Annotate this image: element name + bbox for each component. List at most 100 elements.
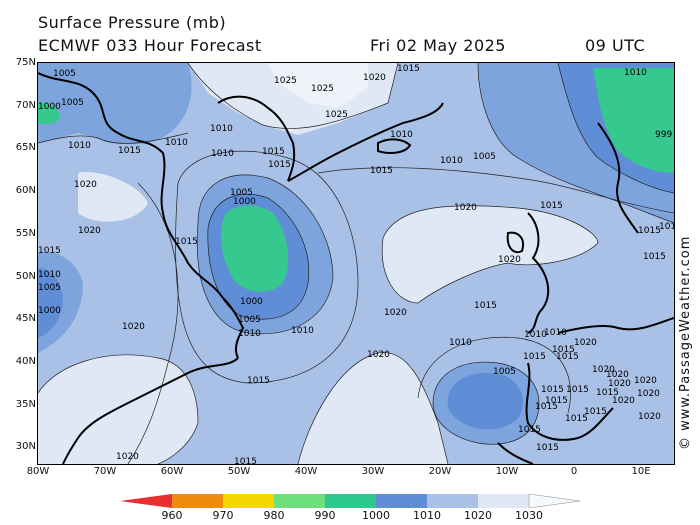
isobar-label: 1020 [498,255,521,265]
isobar-label: 1015 [552,345,575,355]
isobar-label: 1005 [493,367,516,377]
greenland-coast [217,95,296,182]
isobar-label: 1010 [38,270,61,280]
forecast-model-label: ECMWF 033 Hour Forecast [38,36,262,55]
lon-label: 0 [570,466,578,477]
isobar-label: 1010 [165,138,188,148]
isobar-label: 1015 [643,252,666,262]
isobar-label: 1015 [370,166,393,176]
ireland-outline [506,231,524,253]
isobar-label: 1020 [384,308,407,318]
isobar-label: 1010 [238,329,261,339]
isobar-label: 1020 [574,338,597,348]
pressure-band-1025 [268,63,368,108]
lat-label: 45N [15,313,36,324]
isobar-label: 1010 [524,330,547,340]
isobar-label: 1015 [474,301,497,311]
isobar-label: 1015 [584,407,607,417]
lat-label: 55N [15,228,36,239]
isobar-label: 1020 [606,370,629,380]
scale-swatch [325,494,376,508]
isobar-label: 1020 [634,376,657,386]
isobar-label: 1010 [544,328,567,338]
isobar-label: 1025 [325,110,348,120]
pressure-color-scale [120,494,581,508]
isobar-label: 1015 [234,457,257,464]
isobar-label: 1025 [311,84,334,94]
pressure-map: 1005 1005 1000 1010 1015 1020 1025 1025 … [37,62,675,465]
pressure-band-1005 [447,372,523,430]
isobar-label: 1010 [291,326,314,336]
scale-swatch [120,494,172,508]
lon-label: 10E [631,466,651,477]
scale-swatch [528,494,581,508]
scale-swatch [427,494,478,508]
pressure-band-1020 [382,205,598,303]
isobar-label: 1005 [61,98,84,108]
nova-scotia-coast [222,297,245,359]
lat-label: 30N [15,441,36,452]
scale-label: 970 [212,509,234,522]
forecast-date: Fri 02 May 2025 [370,36,506,55]
scale-label: 1000 [362,509,390,522]
isobar-label: 1015 [247,376,270,386]
isobar-label: 1010 [68,141,91,151]
scale-swatch [223,494,274,508]
africa-coast [497,442,534,464]
isobar-label: 1015 [545,396,568,406]
isobar-label: 1015 [262,147,285,157]
isobar-label: 1020 [116,452,139,462]
isobar-label: 1015 [566,385,589,395]
isobar-label: 1020 [637,389,660,399]
isobar-label: 1010 [390,130,413,140]
lat-label: 40N [15,356,36,367]
iceland-outline [377,138,412,154]
isobar-label: 1010 [449,338,472,348]
isobar-label: 1005 [53,69,76,79]
isobar-label: 1015 [268,160,291,170]
pressure-band-1000 [221,205,289,292]
isobar-label: 1025 [274,76,297,86]
isobar-label: 1005 [38,283,61,293]
british-isles-coast [527,212,550,334]
isobar-label: 1015 [38,246,61,256]
isobar-label: 1020 [608,379,631,389]
norway-coast [597,122,639,234]
isobar-label: 1005 [238,315,261,325]
isobar-label: 1005 [230,188,253,198]
isobar-label: 1020 [74,180,97,190]
isobar-label: 1000 [38,102,61,112]
isobar-label: 1000 [233,197,256,207]
greenland-east-coast [287,102,444,182]
isobar-label: 1015 [596,388,619,398]
scale-label: 990 [314,509,336,522]
lat-label: 70N [15,100,36,111]
lon-label: 80W [26,466,50,477]
coastlines [38,72,674,464]
lon-label: 20W [428,466,452,477]
isobar-label: 1010 [440,156,463,166]
lon-label: 10W [495,466,519,477]
north-america-coast [38,72,224,299]
pressure-map-canvas: 1005 1005 1000 1010 1015 1020 1025 1025 … [38,63,674,464]
iberia-coast [525,362,614,441]
pressure-band-1020 [298,352,448,464]
isobar-lines [38,63,674,464]
isobar-label: 1015 [397,64,420,74]
scale-label: 1020 [464,509,492,522]
lat-label: 65N [15,142,36,153]
lat-label: 50N [15,271,36,282]
isobar-label: 1020 [612,396,635,406]
isobar-label: 1015 [659,222,674,232]
lat-label: 60N [15,185,36,196]
isobar-label: 1005 [473,152,496,162]
pressure-band-1005 [38,268,63,338]
map-title: Surface Pressure (mb) [38,13,227,32]
isobar-label: 1020 [638,412,661,422]
scale-swatch [376,494,427,508]
scale-label: 960 [161,509,183,522]
isobar-label: 1010 [211,149,234,159]
isobar-label: 1015 [638,226,661,236]
lon-label: 50W [227,466,251,477]
isobar-label: 1000 [240,297,263,307]
